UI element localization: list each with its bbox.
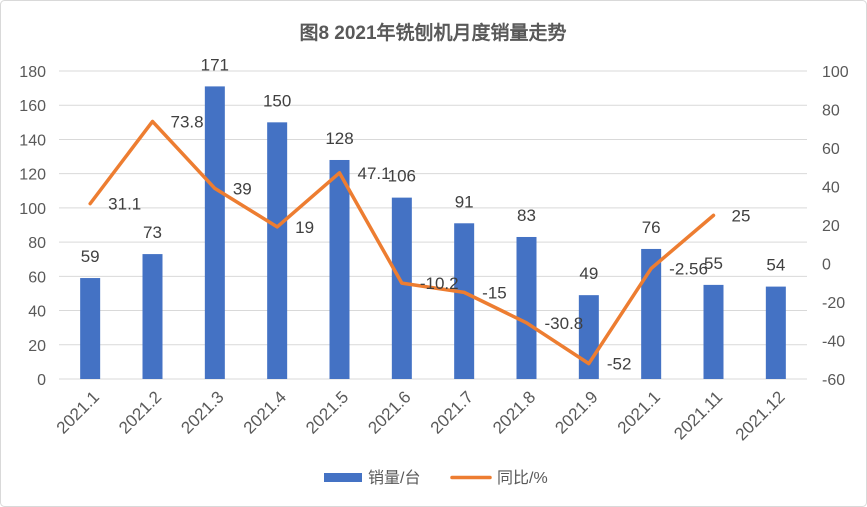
bar-data-labels: 59 73 171 150 128 106 91 83 49 76 55 54 [81,55,786,283]
line-value-label: 39 [233,179,252,198]
bar-series [80,86,786,380]
bar-8 [516,236,537,379]
bar-12 [765,286,786,379]
chart-title: 图8 2021年铣刨机月度销量走势 [299,21,566,44]
gridlines [59,70,807,380]
y-left-tick-label: 180 [19,64,46,81]
y-right-tick-label: 0 [822,257,831,274]
bar-7 [454,223,475,379]
line-value-label: 19 [295,218,314,237]
bar-value-label: 49 [579,264,598,283]
line-data-labels: 31.1 73.8 39 19 47.1 -10.2 -15 -30.8 -52 -2.56 25 [108,112,750,373]
line-value-label: -52 [607,355,632,374]
line-value-label: -15 [482,283,507,302]
line-series [88,119,716,366]
y-left-tick-label: 40 [28,304,46,321]
bar-3 [204,86,225,380]
y-axis-left: 0 20 40 60 80 100 120 140 160 180 [19,64,46,389]
legend-label-yoy: 同比/% [497,469,548,487]
bar-4 [267,122,288,379]
y-left-tick-label: 60 [28,269,46,286]
y-left-tick-label: 20 [28,338,46,355]
line-value-label: -10.2 [420,274,459,293]
y-left-tick-label: 100 [19,201,46,218]
y-right-tick-label: -40 [822,334,845,351]
y-left-tick-label: 160 [19,98,46,115]
y-left-tick-label: 120 [19,167,46,184]
bar-value-label: 91 [455,192,474,211]
y-right-tick-label: 80 [822,103,840,120]
y-left-tick-label: 140 [19,132,46,149]
bar-value-label: 55 [704,254,723,273]
legend: 销量/台 同比/% [324,469,548,487]
bar-9 [578,295,599,379]
bar-value-label: 83 [517,206,536,225]
line-value-label: 31.1 [108,195,141,214]
bar-value-label: 59 [81,247,100,266]
bar-2 [142,254,163,379]
line-value-label: -30.8 [545,314,584,333]
bar-value-label: 76 [642,218,661,237]
y-right-tick-label: 100 [822,64,849,81]
y-left-tick-label: 80 [28,235,46,252]
y-right-tick-label: 20 [822,218,840,235]
y-right-tick-label: -60 [822,372,845,389]
legend-label-sales: 销量/台 [368,469,420,487]
bar-6 [391,197,412,379]
line-value-label: 73.8 [171,112,204,131]
line-value-label: 47.1 [358,164,391,183]
bar-value-label: 106 [388,167,416,186]
y-axis-right: -60 -40 -20 0 20 40 60 80 100 [822,64,849,389]
bar-value-label: 171 [201,55,229,74]
y-right-tick-label: 40 [822,180,840,197]
yoy-line [88,119,716,366]
bar-value-label: 150 [263,91,291,110]
y-right-tick-label: 60 [822,141,840,158]
line-value-label: 25 [732,206,751,225]
y-right-tick-label: -20 [822,295,845,312]
bar-value-label: 54 [766,256,785,275]
legend-swatch-bar [324,473,362,482]
bar-10 [641,248,662,379]
bar-11 [703,284,724,379]
bar-value-label: 73 [143,223,162,242]
bar-value-label: 128 [325,129,353,148]
bar-5 [329,159,350,379]
line-value-label: -2.56 [669,259,708,278]
y-left-tick-label: 0 [37,372,46,389]
bar-1 [80,278,101,379]
